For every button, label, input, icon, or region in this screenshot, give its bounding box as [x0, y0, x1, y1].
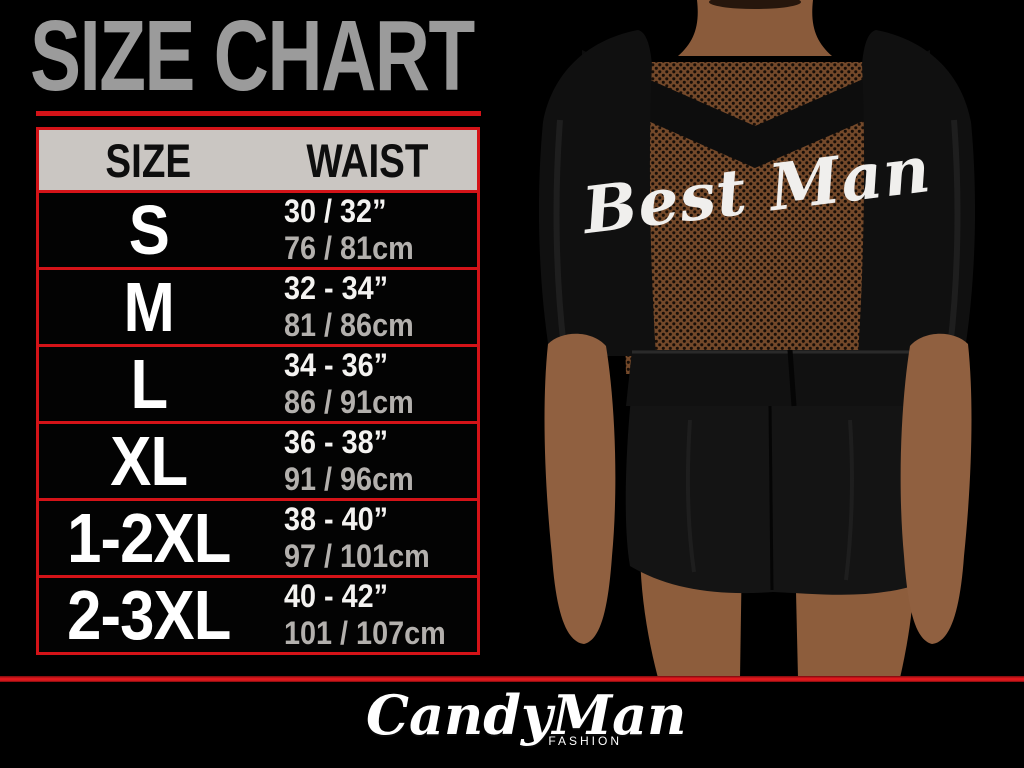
table-header-row: SIZE WAIST: [36, 127, 480, 193]
table-row: L 34 - 36” 86 / 91cm: [36, 347, 480, 424]
sleeve-fold-highlight: [553, 119, 567, 349]
waist-inches: 40 - 42”: [284, 578, 389, 614]
robe-collar: [582, 50, 930, 168]
waist-cm: 97 / 101cm: [284, 538, 430, 574]
table-row: 1-2XL 38 - 40” 97 / 101cm: [36, 501, 480, 578]
table-row: S 30 / 32” 76 / 81cm: [36, 193, 480, 270]
waist-cm: 81 / 86cm: [284, 307, 414, 343]
robe-left-sleeve: [538, 30, 656, 356]
waist-cm: 91 / 96cm: [284, 461, 414, 497]
waist-cm: 101 / 107cm: [284, 615, 446, 651]
waist-inches: 30 / 32”: [284, 193, 387, 229]
size-label: XL: [110, 422, 188, 500]
column-size-label: SIZE: [105, 133, 192, 187]
mesh-back-panel: [618, 62, 896, 374]
skirt-fold-highlight: [844, 419, 855, 581]
size-table: SIZE WAIST S 30 / 32” 76 / 81cm M 32 - 3…: [36, 127, 480, 655]
waist-inches: 38 - 40”: [284, 501, 389, 537]
title-underline: [36, 111, 481, 116]
table-row: XL 36 - 38” 91 / 96cm: [36, 424, 480, 501]
robe-skirt: [625, 352, 932, 595]
model-right-arm: [900, 333, 972, 644]
model-left-arm: [544, 333, 616, 644]
model-neck: [678, 0, 832, 56]
robe-right-sleeve: [858, 30, 976, 356]
column-header-waist: WAIST: [258, 137, 477, 184]
column-header-size: SIZE: [39, 137, 258, 184]
waist-inches: 32 - 34”: [284, 270, 389, 306]
skirt-fold-highlight: [685, 419, 696, 573]
size-label: 1-2XL: [66, 499, 231, 577]
table-row: M 32 - 34” 81 / 86cm: [36, 270, 480, 347]
column-waist-label: WAIST: [306, 133, 429, 187]
brand-name: CandyMan: [366, 683, 687, 747]
waist-cm: 86 / 91cm: [284, 384, 414, 420]
waist-inches: 34 - 36”: [284, 347, 389, 383]
size-label: S: [128, 191, 169, 269]
product-photo: Best Man: [538, 0, 976, 678]
size-label: 2-3XL: [66, 576, 231, 654]
robe-belt: [626, 350, 926, 406]
page-title: SIZE CHART: [30, 0, 475, 112]
model-hairline: [709, 0, 801, 9]
brand-logo: CandyMan FASHION: [366, 683, 687, 749]
waist-inches: 36 - 38”: [284, 424, 389, 460]
sleeve-fold-highlight: [947, 119, 961, 349]
table-row: 2-3XL 40 - 42” 101 / 107cm: [36, 578, 480, 655]
brand-subtitle: FASHION: [548, 734, 622, 749]
size-label: M: [123, 268, 174, 346]
belt-seam: [787, 349, 797, 407]
waist-cm: 76 / 81cm: [284, 230, 414, 266]
size-label: L: [130, 345, 168, 423]
bottom-red-divider: [0, 676, 1024, 682]
skirt-center-seam: [768, 403, 774, 591]
